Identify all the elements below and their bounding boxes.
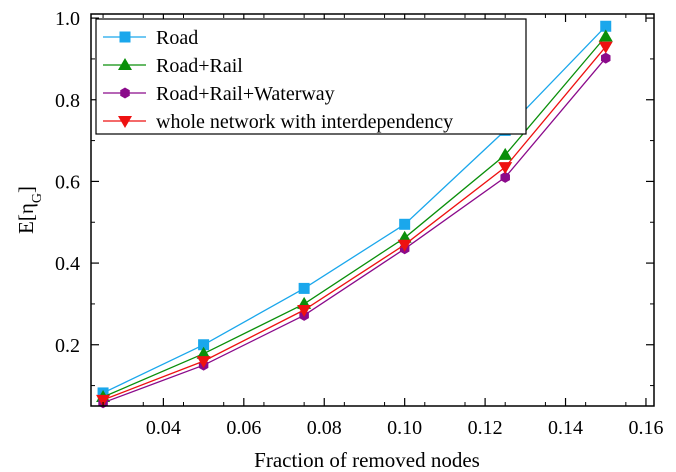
- x-axis-label: Fraction of removed nodes: [254, 448, 480, 472]
- data-point: [498, 147, 513, 160]
- legend-label: Road+Rail: [156, 55, 243, 77]
- y-tick-label: 0.4: [55, 253, 80, 275]
- data-point: [500, 171, 510, 183]
- data-point: [598, 41, 613, 54]
- legend-box: [95, 18, 527, 135]
- y-axis-label: E[ηG]: [14, 186, 45, 234]
- legend-marker: [118, 116, 132, 128]
- x-tick-label: 0.04: [146, 417, 181, 439]
- data-point: [498, 162, 513, 175]
- y-tick-label: 1.0: [55, 8, 80, 30]
- y-tick-label: 0.8: [55, 90, 80, 112]
- data-point: [598, 29, 613, 42]
- x-tick-label: 0.10: [387, 417, 422, 439]
- data-point: [600, 52, 611, 64]
- y-tick-label: 0.2: [55, 335, 80, 357]
- x-tick-label: 0.14: [548, 417, 583, 439]
- legend-label: whole network with interdependency: [156, 111, 453, 133]
- data-point: [397, 239, 412, 252]
- legend-label: Road: [156, 27, 198, 49]
- data-point: [297, 305, 312, 318]
- axis-ticks: 0.04 0.06 0.08 0.10 0.12 0.14 0.16 0.2 0.4 0.6 0.8…: [55, 8, 663, 439]
- y-tick-label: 0.6: [55, 171, 80, 193]
- legend: Road Road+Rail Road+Rail+Waterway whole net…: [95, 18, 527, 135]
- x-tick-label: 0.12: [468, 417, 503, 439]
- data-point: [96, 394, 111, 407]
- legend-label: Road+Rail+Waterway: [156, 83, 335, 105]
- series-line: [102, 57, 607, 404]
- data-point: [600, 20, 612, 32]
- data-point: [298, 282, 310, 294]
- data-point: [198, 339, 210, 351]
- x-tick-label: 0.08: [307, 417, 342, 439]
- data-point: [196, 356, 211, 369]
- legend-marker: [120, 87, 130, 99]
- data-point: [399, 218, 411, 230]
- x-tick-label: 0.06: [226, 417, 261, 439]
- legend-marker: [118, 58, 132, 70]
- data-point: [196, 346, 211, 359]
- x-tick-label: 0.16: [628, 417, 663, 439]
- plot-frame: [90, 13, 655, 407]
- series-line: [102, 46, 607, 401]
- series-line: [102, 36, 607, 398]
- legend-marker: [119, 31, 131, 43]
